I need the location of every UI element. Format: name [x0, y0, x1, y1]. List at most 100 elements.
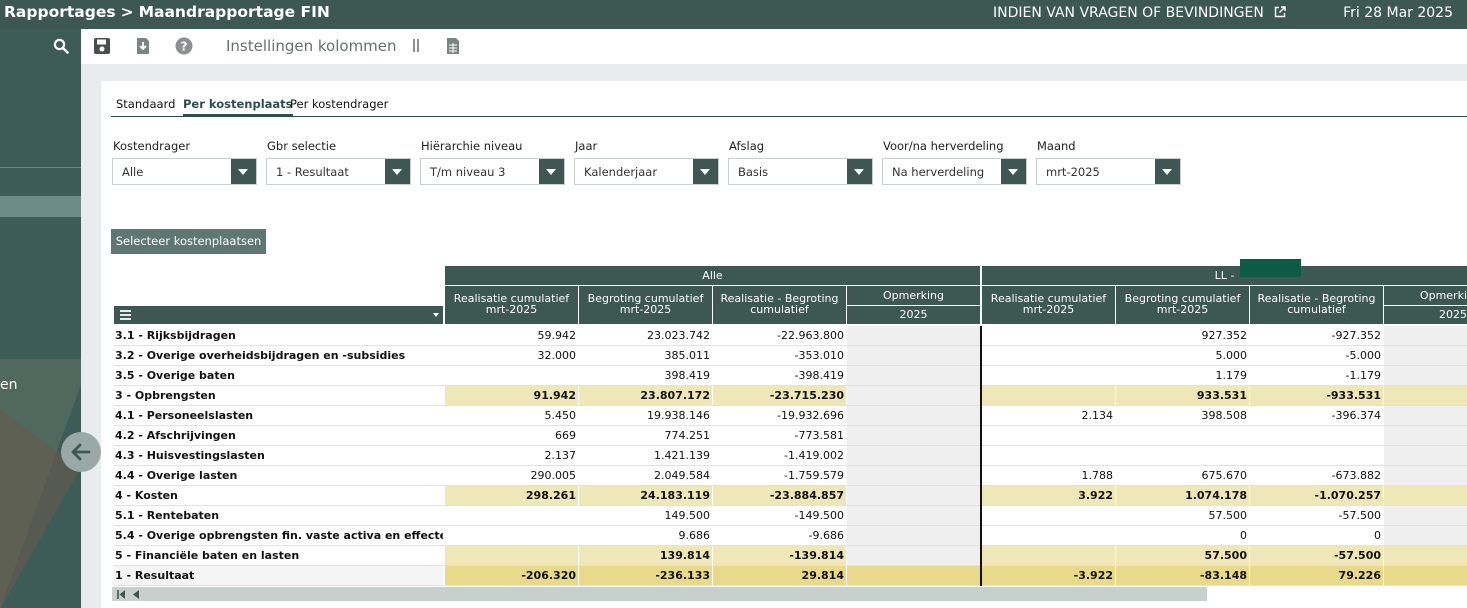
chevron-down-icon[interactable]: [231, 159, 256, 184]
chevron-down-icon[interactable]: [1001, 159, 1026, 184]
sidebar-item-active[interactable]: [0, 196, 81, 217]
scroll-first-icon[interactable]: [117, 590, 125, 599]
cell-opmerking[interactable]: [847, 506, 980, 525]
cell-ll: [982, 446, 1115, 465]
row-divider: [114, 545, 1467, 546]
table-row[interactable]: 3.1 - Rijksbijdragen 59.942 23.023.742 -22.…: [112, 326, 1467, 346]
cell-opmerking[interactable]: [847, 486, 980, 505]
table-row[interactable]: 3.5 - Overige baten 398.419 -398.419 1.179 -…: [112, 366, 1467, 386]
table-row[interactable]: 3.2 - Overige overheidsbijdragen en -sub…: [112, 346, 1467, 366]
cell-opmerking[interactable]: [847, 526, 980, 545]
scroll-prev-icon[interactable]: [133, 590, 139, 599]
col-header-realisatie-ll[interactable]: Realisatie cumulatief mrt-2025: [982, 286, 1115, 324]
filter-value: Alle: [122, 165, 144, 179]
cell-opmerking[interactable]: [847, 566, 980, 585]
table-row[interactable]: 4.1 - Personeelslasten 5.450 19.938.146 -19…: [112, 406, 1467, 426]
column-settings-button[interactable]: Instellingen kolommen: [226, 37, 397, 55]
table-row[interactable]: 5.4 - Overige opbrengsten fin. vaste act…: [112, 526, 1467, 546]
horizontal-scrollbar[interactable]: [112, 587, 1207, 601]
cell-ll: 3.922: [982, 486, 1115, 505]
filter-select-jaar[interactable]: Kalenderjaar: [574, 158, 719, 185]
filter-select-maand[interactable]: mrt-2025: [1036, 158, 1181, 185]
filter-select-kostendrager[interactable]: Alle: [112, 158, 257, 185]
col-header-opmerking-ll[interactable]: Opmerki: [1384, 286, 1467, 305]
cell-alle: 385.011: [664, 349, 711, 362]
table-row[interactable]: 5.1 - Rentebaten 149.500 -149.500 57.500 -57…: [112, 506, 1467, 526]
external-link-icon: [1275, 6, 1287, 18]
col-header-begroting[interactable]: Begroting cumulatief mrt-2025: [579, 286, 712, 324]
feedback-link[interactable]: INDIEN VAN VRAGEN OF BEVINDINGEN: [993, 5, 1287, 21]
cell-opmerking-ll[interactable]: [1384, 426, 1467, 445]
table-row[interactable]: 1 - Resultaat -206.320 -236.133 29.814 -3.92…: [112, 566, 1467, 586]
tab-standaard[interactable]: Standaard: [116, 97, 176, 111]
spreadsheet-icon[interactable]: [444, 37, 462, 55]
breadcrumb: Rapportages > Maandrapportage FIN: [4, 3, 330, 21]
chevron-down-icon[interactable]: [847, 159, 872, 184]
col-header-verschil-ll[interactable]: Realisatie - Begroting cumulatief: [1250, 286, 1383, 324]
cell-opmerking[interactable]: [847, 446, 980, 465]
table-row[interactable]: 3 - Opbrengsten 91.942 23.807.172 -23.715.2…: [112, 386, 1467, 406]
cell-opmerking[interactable]: [847, 346, 980, 365]
cell-opmerking[interactable]: [847, 386, 980, 405]
cell-opmerking[interactable]: [847, 326, 980, 345]
cell-alle: 669: [555, 429, 576, 442]
table-row[interactable]: 4.3 - Huisvestingslasten 2.137 1.421.139 -1…: [112, 446, 1467, 466]
col-header-verschil[interactable]: Realisatie - Begroting cumulatief: [713, 286, 846, 324]
chevron-down-icon[interactable]: [539, 159, 564, 184]
download-icon[interactable]: [134, 37, 152, 55]
cell-alle: -9.686: [808, 529, 844, 542]
chevron-down-icon[interactable]: [385, 159, 410, 184]
cell-alle: -1.759.579: [784, 469, 844, 482]
tab-per-kostendrager[interactable]: Per kostendrager: [290, 97, 389, 111]
cell-opmerking-ll[interactable]: [1384, 546, 1467, 565]
filter-label-jaar: Jaar: [575, 139, 598, 153]
cell-opmerking-ll[interactable]: [1384, 326, 1467, 345]
filter-select-hierarchie[interactable]: T/m niveau 3: [420, 158, 565, 185]
row-divider: [114, 585, 1467, 586]
table-row[interactable]: 4.4 - Overige lasten 290.005 2.049.584 -1.7…: [112, 466, 1467, 486]
cell-opmerking[interactable]: [847, 406, 980, 425]
col-header-opmerking[interactable]: Opmerking: [847, 286, 980, 305]
cell-opmerking-ll[interactable]: [1384, 366, 1467, 385]
filter-select-gbr-selectie[interactable]: 1 - Resultaat: [266, 158, 411, 185]
cell-ll: -83.148: [1116, 566, 1249, 585]
cell-opmerking[interactable]: [847, 546, 980, 565]
cell-ll: 57.500: [1208, 509, 1248, 522]
col-header-begroting-ll[interactable]: Begroting cumulatief mrt-2025: [1116, 286, 1249, 324]
save-icon[interactable]: [93, 37, 111, 55]
select-cost-centers-button[interactable]: Selecteer kostenplaatsen: [111, 229, 266, 254]
cell-opmerking[interactable]: [847, 426, 980, 445]
column-divider-icon[interactable]: [412, 37, 420, 55]
tab-per-kostenplaats[interactable]: Per kostenplaats: [183, 97, 293, 117]
cell-opmerking-ll[interactable]: [1384, 446, 1467, 465]
table-row[interactable]: 5 - Financiële baten en lasten 139.814 -13…: [112, 546, 1467, 566]
cell-ll: 1.788: [1081, 469, 1114, 482]
cell-opmerking[interactable]: [847, 366, 980, 385]
collapse-sidebar-button[interactable]: [61, 432, 101, 472]
help-icon[interactable]: ?: [175, 37, 193, 55]
filter-select-afslag[interactable]: Basis: [728, 158, 873, 185]
cell-ll: 0: [1374, 529, 1381, 542]
cell-opmerking-ll[interactable]: [1384, 466, 1467, 485]
cell-alle: 774.251: [664, 429, 711, 442]
filter-value: Na herverdeling: [892, 165, 985, 179]
cell-opmerking-ll[interactable]: [1384, 566, 1467, 585]
table-row[interactable]: 4 - Kosten 298.261 24.183.119 -23.884.857 3.…: [112, 486, 1467, 506]
cell-opmerking-ll[interactable]: [1384, 526, 1467, 545]
cell-opmerking-ll[interactable]: [1384, 406, 1467, 425]
filter-select-herverdeling[interactable]: Na herverdeling: [882, 158, 1027, 185]
cell-opmerking-ll[interactable]: [1384, 386, 1467, 405]
column-menu[interactable]: [114, 306, 443, 324]
chevron-down-icon[interactable]: [693, 159, 718, 184]
cell-opmerking[interactable]: [847, 466, 980, 485]
table-row[interactable]: 4.2 - Afschrijvingen 669 774.251 -773.581: [112, 426, 1467, 446]
cell-opmerking-ll[interactable]: [1384, 486, 1467, 505]
sidebar-item-label[interactable]: en: [0, 377, 18, 393]
filter-label-maand: Maand: [1037, 139, 1076, 153]
chevron-down-icon[interactable]: [1155, 159, 1180, 184]
search-icon[interactable]: [53, 38, 69, 54]
cell-opmerking-ll[interactable]: [1384, 506, 1467, 525]
col-header-realisatie[interactable]: Realisatie cumulatief mrt-2025: [445, 286, 578, 324]
breadcrumb-root[interactable]: Rapportages: [4, 3, 116, 21]
cell-opmerking-ll[interactable]: [1384, 346, 1467, 365]
